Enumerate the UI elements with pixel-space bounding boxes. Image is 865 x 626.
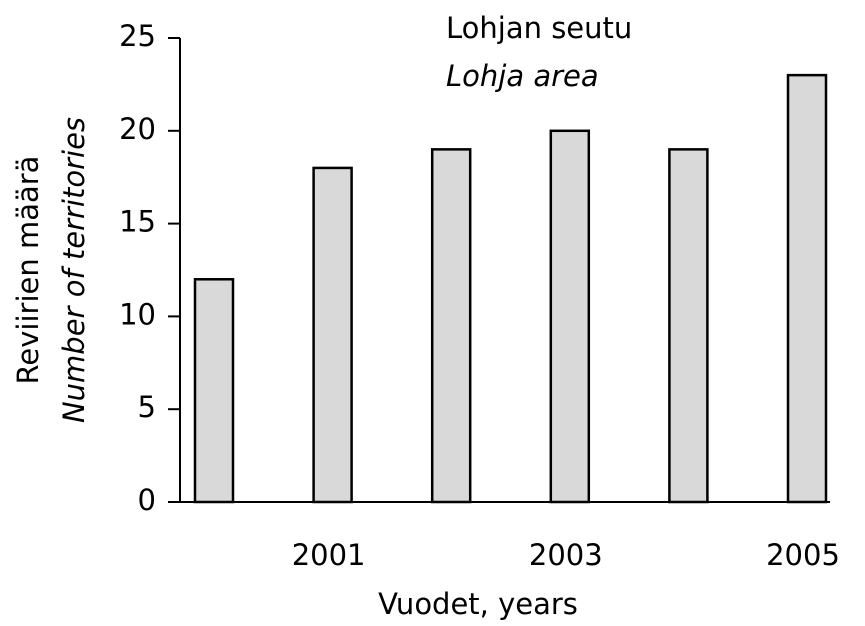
y-tick-label: 10 [119, 297, 156, 331]
y-tick-label: 20 [119, 112, 156, 146]
y-axis-label: Reviirien määrä [11, 156, 45, 385]
chart-title: Lohjan seutu [446, 11, 632, 45]
x-tick-label: 2003 [529, 538, 603, 572]
bar [312, 166, 353, 504]
x-axis-label: Vuodet, years [378, 587, 578, 621]
bar [193, 278, 235, 504]
y-tick-label: 25 [119, 19, 156, 53]
y-axis-label: Number of territories [57, 117, 91, 423]
bar [668, 148, 709, 504]
bar [549, 129, 591, 504]
bar [786, 73, 828, 504]
y-tick-label: 15 [119, 205, 156, 239]
x-tick-label: 2001 [292, 538, 366, 572]
x-tick-label: 2005 [766, 538, 840, 572]
y-tick-label: 0 [138, 483, 156, 517]
bar [430, 148, 472, 504]
y-tick-label: 5 [138, 390, 156, 424]
chart-subtitle: Lohja area [446, 59, 599, 93]
